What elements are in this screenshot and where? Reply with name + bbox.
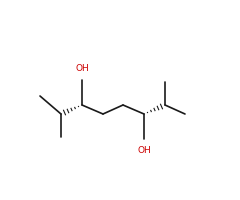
Text: OH: OH (75, 64, 89, 73)
Text: OH: OH (137, 146, 151, 155)
